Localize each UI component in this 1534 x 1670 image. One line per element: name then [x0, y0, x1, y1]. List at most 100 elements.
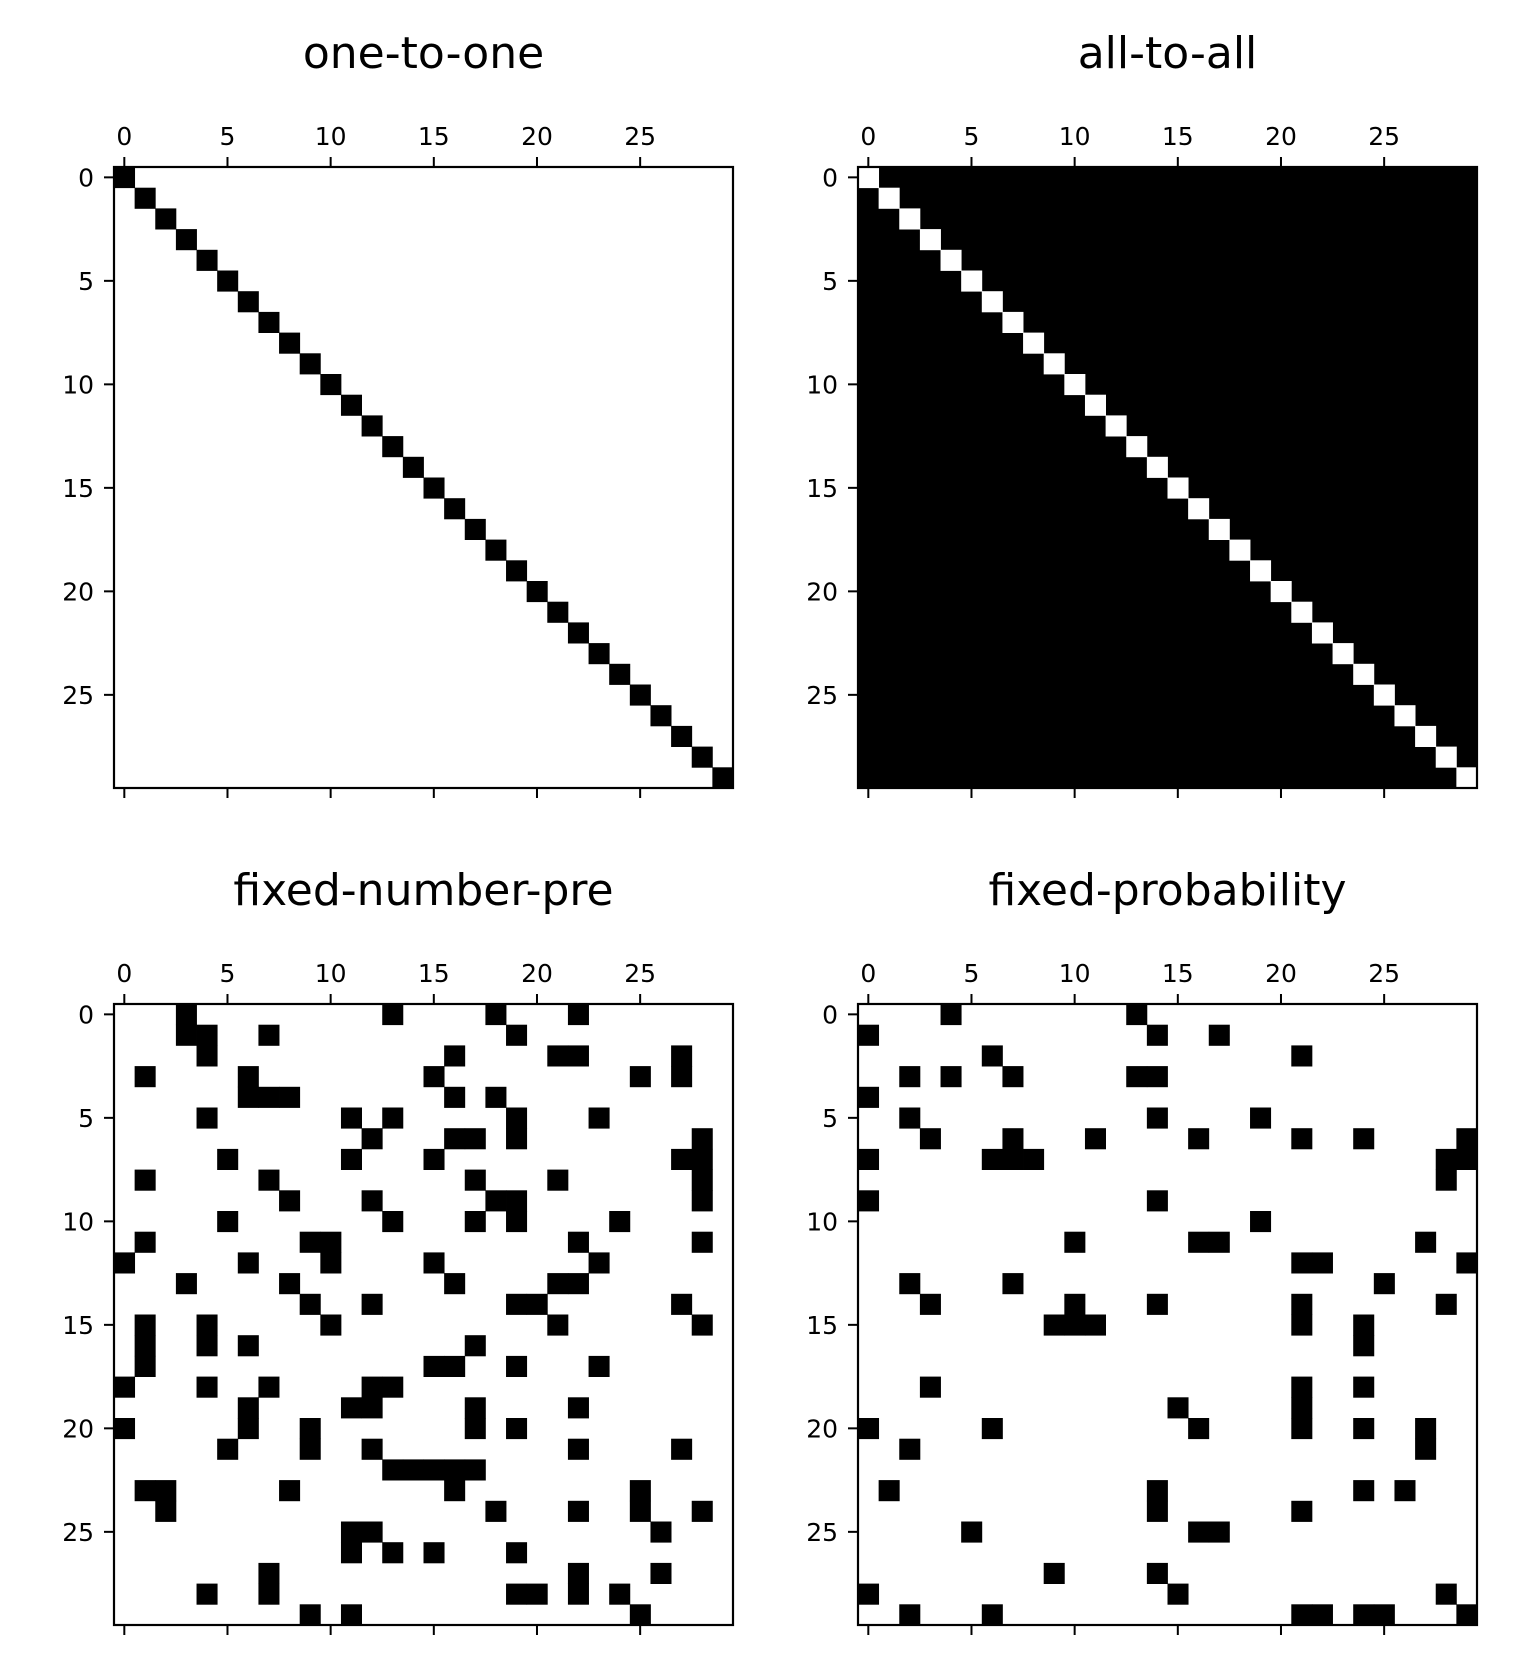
matrix-cell: [299, 1438, 321, 1460]
matrix-cell: [382, 1004, 404, 1026]
y-tick-label: 20: [806, 577, 838, 606]
matrix-cell: [609, 1211, 631, 1233]
matrix-cell: [567, 1273, 589, 1295]
x-tick-label: 5: [964, 122, 980, 151]
matrix-cell: [567, 1583, 589, 1605]
matrix-cell: [1353, 1480, 1375, 1502]
matrix-cell: [361, 1397, 383, 1419]
matrix-cell: [217, 1438, 239, 1460]
matrix-cell: [506, 1211, 528, 1233]
matrix-cell: [671, 1293, 693, 1315]
y-tick-label: 20: [62, 577, 94, 606]
matrix-cell: [547, 1273, 569, 1295]
x-tick-label: 15: [418, 959, 450, 988]
x-tick-label: 0: [860, 122, 876, 151]
matrix-cell: [361, 1438, 383, 1460]
y-tick-label: 25: [806, 681, 838, 710]
matrix-cell: [279, 1273, 301, 1295]
matrix-cell: [258, 1086, 280, 1108]
matrix-cell: [258, 311, 280, 333]
matrix-cell: [919, 1293, 941, 1315]
matrix-cell: [361, 1190, 383, 1212]
matrix-cell: [196, 1376, 218, 1398]
matrix-cell: [1435, 1583, 1457, 1605]
matrix-cell: [175, 1004, 197, 1026]
matrix-cell: [981, 1604, 1003, 1626]
matrix-cell: [340, 1604, 362, 1626]
matrix-cell: [279, 1480, 301, 1502]
matrix-cell: [671, 1148, 693, 1170]
panel-3: fixed-number-pre 0 5 10 15 20 25 0 5 10 15 20 25: [62, 865, 735, 1635]
matrix-cell-empty: [1415, 725, 1437, 747]
matrix-cell: [320, 374, 342, 396]
matrix-cell: [485, 1004, 507, 1026]
x-tick-label: 25: [1368, 122, 1400, 151]
matrix-cell: [1146, 1190, 1168, 1212]
matrix-cell: [237, 1066, 259, 1088]
matrix-cell-empty: [1146, 456, 1168, 478]
matrix-cell: [196, 1335, 218, 1357]
matrix-cell: [567, 1045, 589, 1067]
matrix-cell: [464, 1459, 486, 1481]
matrix-cell: [464, 1128, 486, 1150]
y-tick-label: 20: [806, 1414, 838, 1443]
x-tick-label: 15: [1162, 959, 1194, 988]
y-tick-label: 15: [806, 474, 838, 503]
panel-4: fixed-probability 0 5 10 15 20 25 0 5 10 15 20 25: [806, 865, 1479, 1635]
matrix-cell: [464, 1211, 486, 1233]
matrix-cell: [1126, 1066, 1148, 1088]
matrix-cell: [279, 1086, 301, 1108]
matrix-cell: [629, 1480, 651, 1502]
matrix-cell: [1373, 1604, 1395, 1626]
matrix-cell: [1188, 1418, 1210, 1440]
matrix-cell: [444, 1459, 466, 1481]
matrix-cell: [940, 1066, 962, 1088]
matrix-cell: [382, 1211, 404, 1233]
matrix-cell: [858, 1024, 880, 1046]
matrix-cell: [588, 1107, 610, 1129]
matrix-cell: [961, 1521, 983, 1543]
matrix-cell: [423, 1355, 445, 1377]
matrix-cell-empty: [1043, 353, 1065, 375]
matrix-cell: [1291, 1314, 1313, 1336]
matrix-cells: [114, 1004, 713, 1626]
matrix-cell: [547, 1169, 569, 1191]
x-tick-label: 10: [1059, 959, 1091, 988]
matrix-cell: [1353, 1335, 1375, 1357]
matrix-cell: [258, 1583, 280, 1605]
matrix-cell: [464, 1335, 486, 1357]
matrix-cell: [1353, 1604, 1375, 1626]
matrix-cell: [340, 394, 362, 416]
matrix-cell: [650, 1521, 672, 1543]
matrix-cell: [506, 1418, 528, 1440]
matrix-cell: [485, 539, 507, 561]
matrix-cell: [175, 229, 197, 251]
matrix-cell: [1353, 1128, 1375, 1150]
matrix-cell: [1188, 1231, 1210, 1253]
matrix-cell: [1043, 1314, 1065, 1336]
matrix-cell: [258, 1562, 280, 1584]
matrix-cell: [506, 1190, 528, 1212]
matrix-cell: [1146, 1107, 1168, 1129]
y-tick-label: 25: [806, 1518, 838, 1547]
x-tick-label: 0: [116, 959, 132, 988]
matrix-cell: [609, 1583, 631, 1605]
matrix-cell: [1002, 1273, 1024, 1295]
matrix-cell: [237, 1335, 259, 1357]
x-tick-label: 10: [1059, 122, 1091, 151]
matrix-cell: [237, 1086, 259, 1108]
matrix-cell: [1043, 1562, 1065, 1584]
matrix-cell: [402, 1459, 424, 1481]
matrix-cell: [485, 1086, 507, 1108]
matrix-cell: [340, 1521, 362, 1543]
panel-title: fixed-probability: [988, 865, 1346, 916]
matrix-cell: [691, 1314, 713, 1336]
matrix-cells: [858, 167, 1478, 789]
matrix-cell: [299, 1293, 321, 1315]
matrix-cell: [444, 1045, 466, 1067]
panel-1: one-to-one 0 5 10 15 20 25 0 5 10 15 20 25: [62, 28, 735, 798]
matrix-cell: [279, 332, 301, 354]
y-tick-label: 15: [62, 1311, 94, 1340]
matrix-cell: [691, 1169, 713, 1191]
